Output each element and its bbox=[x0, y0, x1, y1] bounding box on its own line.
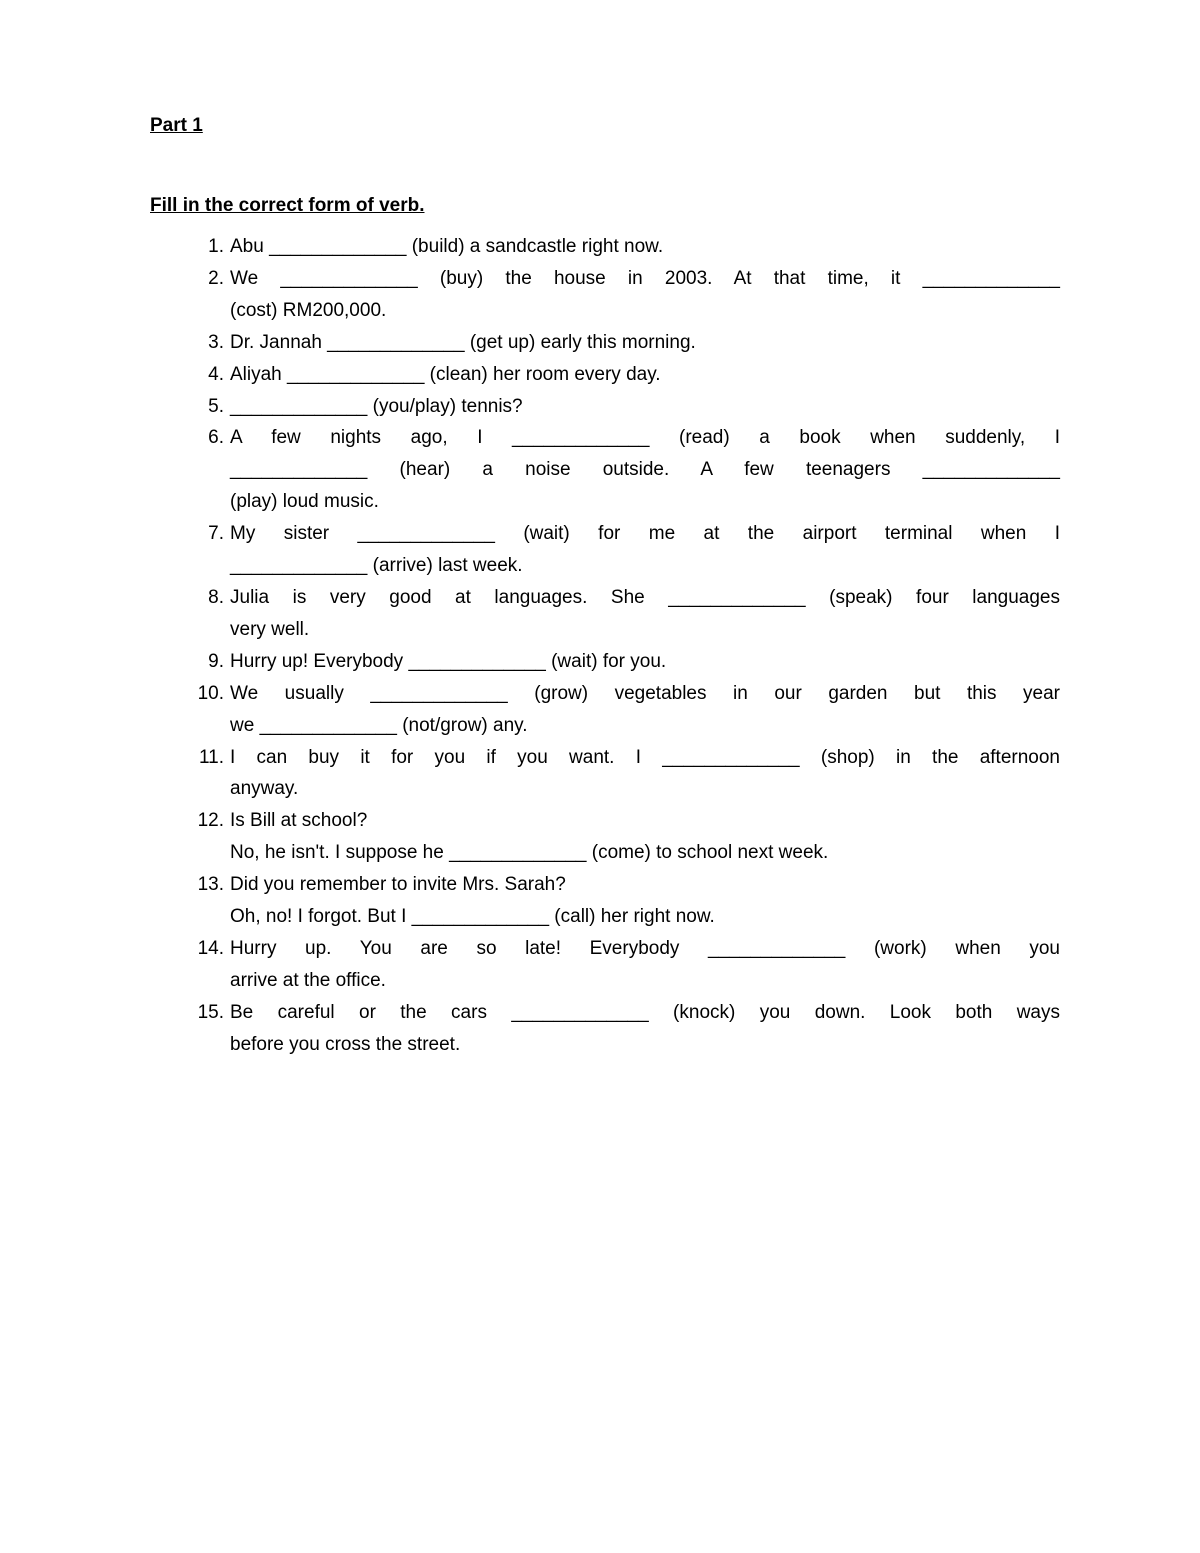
question-text: Aliyah _____________ (clean) her room ev… bbox=[228, 359, 1060, 391]
question-row: 4.Aliyah _____________ (clean) her room … bbox=[194, 359, 1060, 391]
question-row: 8.Julia is very good at languages. She _… bbox=[194, 582, 1060, 614]
question-text: Be careful or the cars _____________ (kn… bbox=[228, 997, 1060, 1029]
question-text: I can buy it for you if you want. I ____… bbox=[228, 742, 1060, 774]
question-text: We usually _____________ (grow) vegetabl… bbox=[228, 678, 1060, 710]
part-title: Part 1 bbox=[150, 115, 1060, 137]
question-text: _____________ (hear) a noise outside. A … bbox=[228, 454, 1060, 486]
question-row: _____________ (hear) a noise outside. A … bbox=[194, 454, 1060, 486]
question-row: 15.Be careful or the cars _____________ … bbox=[194, 997, 1060, 1029]
question-row: 13.Did you remember to invite Mrs. Sarah… bbox=[194, 869, 1060, 901]
question-row: before you cross the street. bbox=[194, 1029, 1060, 1061]
instruction-heading: Fill in the correct form of verb. bbox=[150, 195, 1060, 217]
question-number: 11. bbox=[194, 742, 228, 774]
question-number: 6. bbox=[194, 422, 228, 454]
question-text: we _____________ (not/grow) any. bbox=[228, 710, 1060, 742]
question-row: 14.Hurry up. You are so late! Everybody … bbox=[194, 933, 1060, 965]
question-row: 10.We usually _____________ (grow) veget… bbox=[194, 678, 1060, 710]
question-number: 4. bbox=[194, 359, 228, 391]
question-text: anyway. bbox=[228, 773, 1060, 805]
question-text: Did you remember to invite Mrs. Sarah? bbox=[228, 869, 1060, 901]
question-number: 1. bbox=[194, 231, 228, 263]
question-text: Julia is very good at languages. She ___… bbox=[228, 582, 1060, 614]
question-text: A few nights ago, I _____________ (read)… bbox=[228, 422, 1060, 454]
question-text: Oh, no! I forgot. But I _____________ (c… bbox=[228, 901, 1060, 933]
question-text: Hurry up! Everybody _____________ (wait)… bbox=[228, 646, 1060, 678]
question-text: (cost) RM200,000. bbox=[228, 295, 1060, 327]
question-text: before you cross the street. bbox=[228, 1029, 1060, 1061]
question-row: 5._____________ (you/play) tennis? bbox=[194, 391, 1060, 423]
question-row: very well. bbox=[194, 614, 1060, 646]
question-text: _____________ (arrive) last week. bbox=[228, 550, 1060, 582]
question-row: 12.Is Bill at school? bbox=[194, 805, 1060, 837]
question-row: we _____________ (not/grow) any. bbox=[194, 710, 1060, 742]
question-row: 1.Abu _____________ (build) a sandcastle… bbox=[194, 231, 1060, 263]
question-number: 7. bbox=[194, 518, 228, 550]
question-text: We _____________ (buy) the house in 2003… bbox=[228, 263, 1060, 295]
question-row: 3.Dr. Jannah _____________ (get up) earl… bbox=[194, 327, 1060, 359]
worksheet-page: Part 1 Fill in the correct form of verb.… bbox=[0, 0, 1200, 1553]
question-number: 2. bbox=[194, 263, 228, 295]
question-row: Oh, no! I forgot. But I _____________ (c… bbox=[194, 901, 1060, 933]
question-row: 2.We _____________ (buy) the house in 20… bbox=[194, 263, 1060, 295]
question-row: 9.Hurry up! Everybody _____________ (wai… bbox=[194, 646, 1060, 678]
question-number: 5. bbox=[194, 391, 228, 423]
question-number: 14. bbox=[194, 933, 228, 965]
question-row: 11.I can buy it for you if you want. I _… bbox=[194, 742, 1060, 774]
question-row: arrive at the office. bbox=[194, 965, 1060, 997]
question-text: (play) loud music. bbox=[228, 486, 1060, 518]
question-number: 10. bbox=[194, 678, 228, 710]
question-number: 3. bbox=[194, 327, 228, 359]
question-text: arrive at the office. bbox=[228, 965, 1060, 997]
question-row: (play) loud music. bbox=[194, 486, 1060, 518]
question-text: very well. bbox=[228, 614, 1060, 646]
question-number: 9. bbox=[194, 646, 228, 678]
question-row: 6.A few nights ago, I _____________ (rea… bbox=[194, 422, 1060, 454]
question-number: 12. bbox=[194, 805, 228, 837]
question-text: Dr. Jannah _____________ (get up) early … bbox=[228, 327, 1060, 359]
question-number: 13. bbox=[194, 869, 228, 901]
question-text: My sister _____________ (wait) for me at… bbox=[228, 518, 1060, 550]
question-row: (cost) RM200,000. bbox=[194, 295, 1060, 327]
question-text: _____________ (you/play) tennis? bbox=[228, 391, 1060, 423]
question-row: _____________ (arrive) last week. bbox=[194, 550, 1060, 582]
question-row: 7.My sister _____________ (wait) for me … bbox=[194, 518, 1060, 550]
question-number: 8. bbox=[194, 582, 228, 614]
question-text: Is Bill at school? bbox=[228, 805, 1060, 837]
question-row: No, he isn't. I suppose he _____________… bbox=[194, 837, 1060, 869]
question-text: Hurry up. You are so late! Everybody ___… bbox=[228, 933, 1060, 965]
question-text: Abu _____________ (build) a sandcastle r… bbox=[228, 231, 1060, 263]
question-list: 1.Abu _____________ (build) a sandcastle… bbox=[150, 231, 1060, 1061]
question-text: No, he isn't. I suppose he _____________… bbox=[228, 837, 1060, 869]
question-row: anyway. bbox=[194, 773, 1060, 805]
question-number: 15. bbox=[194, 997, 228, 1029]
